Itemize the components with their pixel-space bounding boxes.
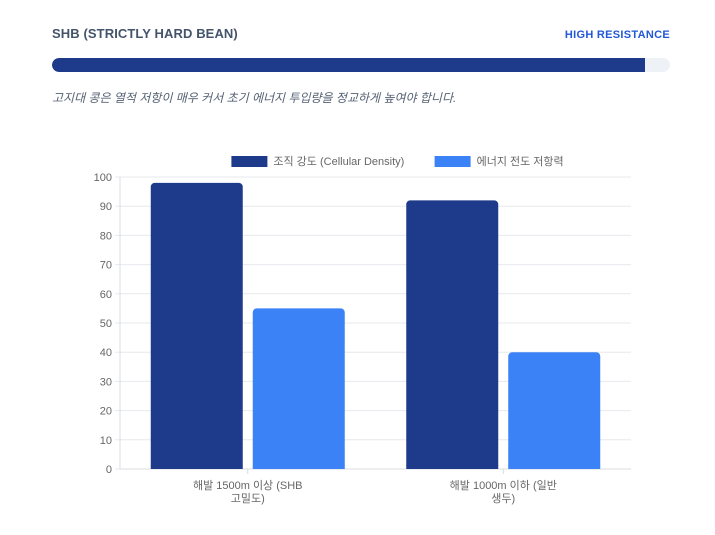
- y-tick-label: 60: [100, 289, 112, 301]
- bar-base: [406, 465, 499, 469]
- chart-container: 0 10 20 30 40 50 60 70 80 90 100 해발 1500m 이상 (SHB 고밀…: [0, 140, 715, 530]
- x-tick-label: 생두): [491, 492, 515, 505]
- x-tick-label: 고밀도): [231, 492, 265, 505]
- legend-swatch: [231, 156, 268, 167]
- y-tick-label: 20: [100, 406, 112, 418]
- y-tick-label: 100: [94, 172, 112, 184]
- header: SHB (STRICTLY HARD BEAN) HIGH RESISTANCE: [52, 26, 670, 46]
- progress-bar: [52, 58, 670, 72]
- y-tick-label: 90: [100, 201, 112, 213]
- legend-label: 에너지 전도 저항력: [477, 155, 564, 168]
- bar: [508, 352, 601, 469]
- bar-base: [252, 465, 345, 469]
- bar-base: [508, 465, 601, 469]
- x-tick-label: 해발 1000m 이하 (일반: [450, 478, 557, 492]
- y-tick-label: 0: [106, 464, 112, 476]
- description-text: 고지대 콩은 열적 저항이 매우 커서 초기 에너지 투입량을 정교하게 높여야…: [52, 91, 457, 105]
- bar: [252, 308, 345, 469]
- y-tick-label: 80: [100, 230, 112, 242]
- y-tick-label: 70: [100, 260, 112, 272]
- y-tick-label: 30: [100, 376, 112, 388]
- bar: [150, 182, 243, 469]
- bar-base: [150, 465, 243, 469]
- y-tick-label: 10: [100, 435, 112, 447]
- legend-label: 조직 강도 (Cellular Density): [273, 155, 404, 168]
- y-tick-label: 50: [100, 318, 112, 330]
- bar: [406, 200, 499, 470]
- resistance-badge: HIGH RESISTANCE: [564, 29, 670, 41]
- legend-swatch: [434, 156, 471, 167]
- page-title: SHB (STRICTLY HARD BEAN): [52, 26, 238, 41]
- x-tick-label: 해발 1500m 이상 (SHB: [193, 478, 303, 492]
- bar-chart: 0 10 20 30 40 50 60 70 80 90 100 해발 1500m 이상 (SHB고밀…: [94, 155, 631, 505]
- y-tick-label: 40: [100, 347, 112, 359]
- progress-fill: [52, 58, 646, 72]
